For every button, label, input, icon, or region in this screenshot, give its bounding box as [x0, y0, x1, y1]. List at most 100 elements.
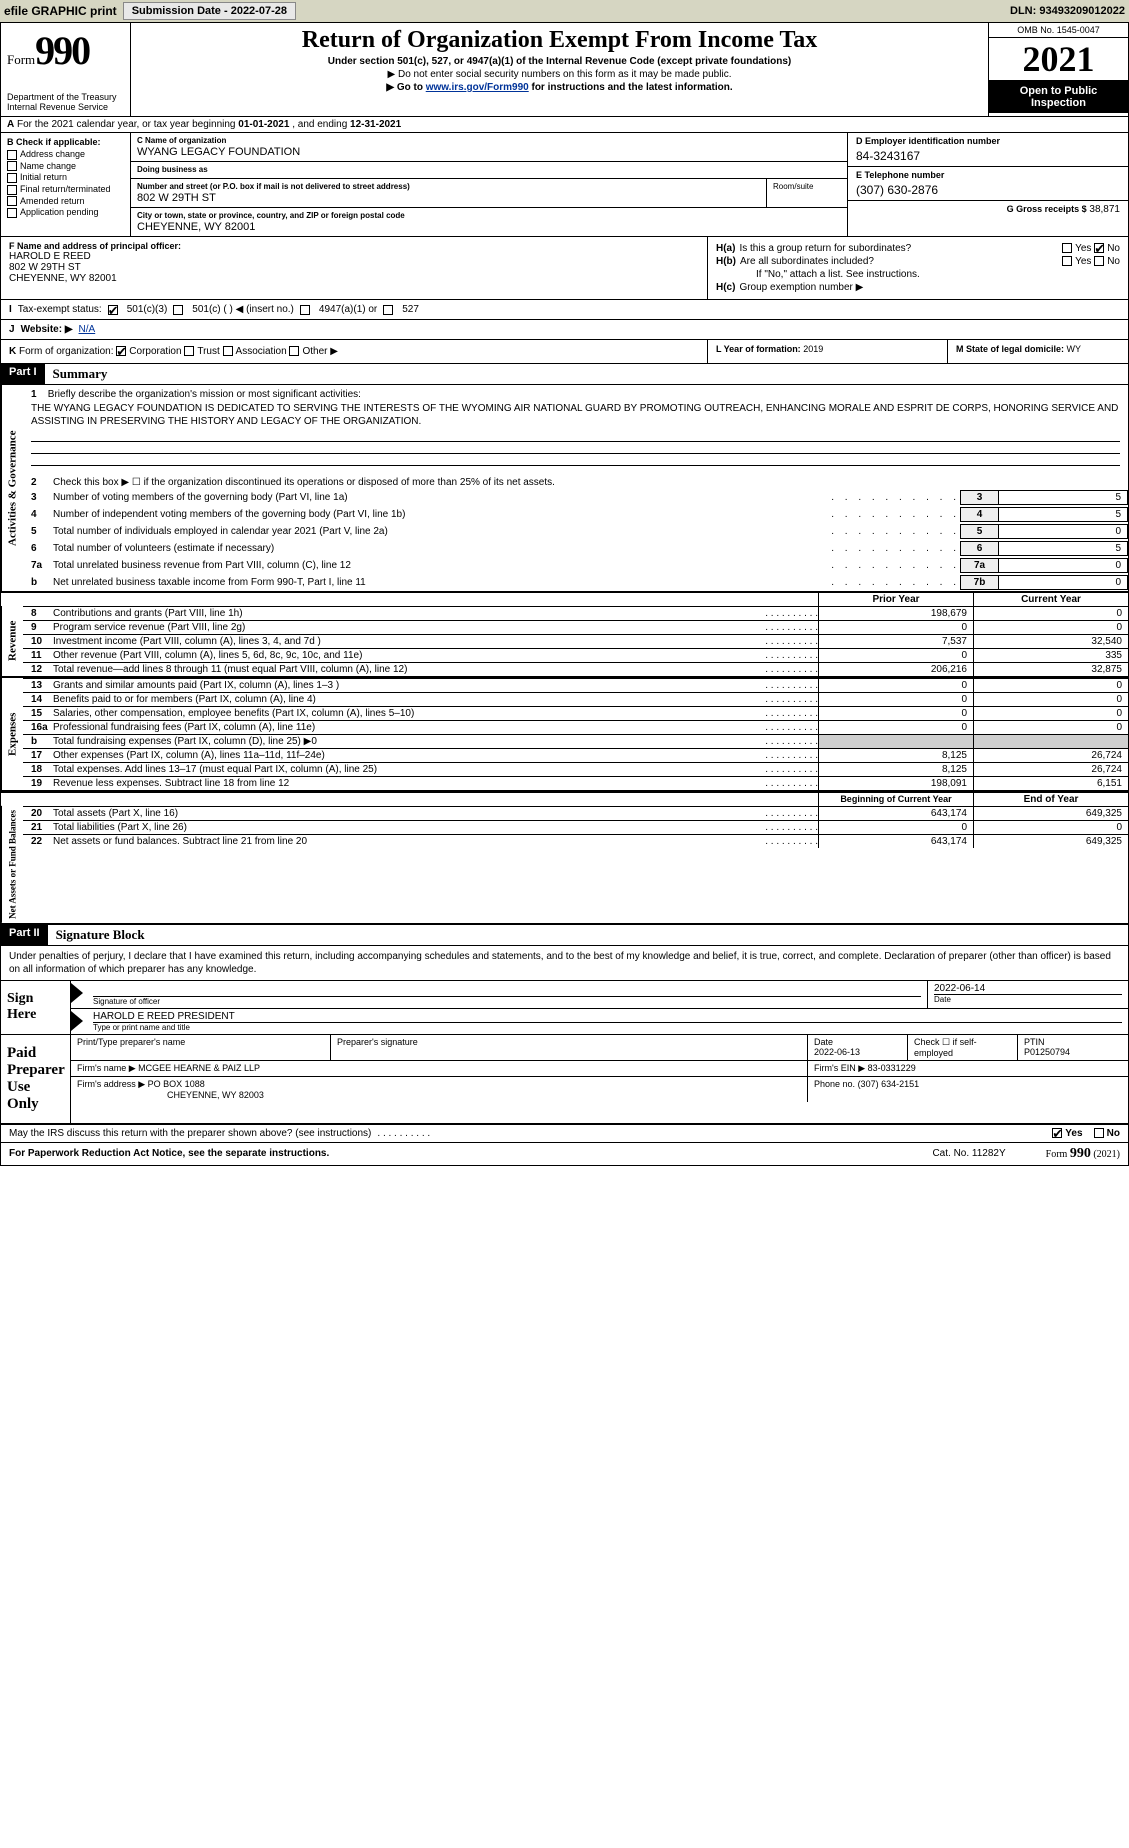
header-center: Return of Organization Exempt From Incom… [131, 23, 988, 116]
phone-lbl: Phone no. [814, 1079, 855, 1089]
website-link[interactable]: N/A [79, 324, 96, 335]
dots: . . . . . . . . . . [765, 822, 818, 833]
checkbox-icon[interactable] [223, 346, 233, 356]
irs-link[interactable]: www.irs.gov/Form990 [426, 82, 529, 93]
checkbox-icon[interactable] [173, 305, 183, 315]
checkbox-icon[interactable] [383, 305, 393, 315]
line-num: 17 [31, 750, 53, 761]
sign-here-label: Sign Here [1, 981, 71, 1034]
ein-value: 84-3243167 [856, 149, 1120, 163]
c-top: C Name of organization WYANG LEGACY FOUN… [131, 133, 1128, 236]
dots: . . . . . . . . . . [765, 778, 818, 789]
col-l: L Year of formation: 2019 [708, 340, 948, 363]
phone-label: E Telephone number [856, 170, 1120, 180]
submission-date-button[interactable]: Submission Date - 2022-07-28 [123, 2, 296, 20]
checkbox-icon[interactable] [7, 196, 17, 206]
checkbox-icon[interactable] [7, 150, 17, 160]
hb-yn: Yes No [1062, 256, 1120, 267]
prior-value: 0 [818, 820, 973, 834]
checkbox-icon[interactable] [184, 346, 194, 356]
dots: . . . . . . . . . . [765, 836, 818, 847]
checkbox-checked-icon[interactable] [108, 305, 118, 315]
curr-value: 649,325 [973, 806, 1128, 820]
col-m: M State of legal domicile: WY [948, 340, 1128, 363]
prior-value [818, 734, 973, 748]
curr-value: 26,724 [973, 762, 1128, 776]
row-a-begin: 01-01-2021 [238, 119, 289, 130]
j-title: Website: ▶ [21, 324, 73, 335]
prior-value: 8,125 [818, 748, 973, 762]
checkbox-checked-icon[interactable] [1094, 243, 1104, 253]
line-num: 5 [31, 526, 53, 537]
line-lead: 17Other expenses (Part IX, column (A), l… [23, 748, 818, 762]
sig-line[interactable] [93, 983, 921, 997]
dots: . . . . . . . . . . [765, 750, 818, 761]
two-col-line: 14Benefits paid to or for members (Part … [23, 692, 1128, 706]
rule-line [31, 454, 1120, 466]
checkbox-checked-icon[interactable] [116, 346, 126, 356]
form-container: Form990 Department of the Treasury Inter… [0, 22, 1129, 1166]
two-col-line: 11Other revenue (Part VIII, column (A), … [23, 648, 1128, 662]
col-f: F Name and address of principal officer:… [1, 237, 708, 299]
checkbox-icon[interactable] [1062, 243, 1072, 253]
checkbox-icon[interactable] [7, 173, 17, 183]
part-i-badge: Part I [1, 364, 45, 384]
d-block: D Employer identification number 84-3243… [848, 133, 1128, 167]
open-public: Open to Public Inspection [989, 81, 1128, 113]
cat-no: Cat. No. 11282Y [932, 1148, 1005, 1159]
line-num: 14 [31, 694, 53, 705]
line-num: 20 [31, 808, 53, 819]
tax-year: 2021 [989, 38, 1128, 81]
dots: . . . . . . . . . . [831, 577, 960, 588]
dln-label: DLN: 93493209012022 [1010, 5, 1125, 17]
curr-value: 0 [973, 720, 1128, 734]
row-k: K Form of organization: Corporation Trus… [1, 340, 708, 363]
two-col-line: 12Total revenue—add lines 8 through 11 (… [23, 662, 1128, 676]
k-label: K [9, 346, 16, 357]
row-j: J Website: ▶ N/A [1, 320, 1128, 340]
checkbox-icon[interactable] [7, 208, 17, 218]
prep-sig-lbl: Preparer's signature [331, 1035, 808, 1060]
checkbox-icon[interactable] [1094, 256, 1104, 266]
spacer [23, 466, 1128, 476]
city-value: CHEYENNE, WY 82001 [137, 221, 841, 233]
firm-addr: Firm's address ▶ PO BOX 1088 CHEYENNE, W… [71, 1077, 808, 1102]
hb-note: If "No," attach a list. See instructions… [716, 269, 1120, 280]
part-ii-header: Part II Signature Block [1, 925, 1128, 946]
header-right: OMB No. 1545-0047 2021 Open to Public In… [988, 23, 1128, 116]
paperwork-notice: For Paperwork Reduction Act Notice, see … [9, 1148, 329, 1159]
two-col-line: 16aProfessional fundraising fees (Part I… [23, 720, 1128, 734]
checkbox-icon[interactable] [289, 346, 299, 356]
firm-name-lbl: Firm's name ▶ [77, 1063, 136, 1073]
i-title: Tax-exempt status: [18, 304, 102, 315]
line-num: 19 [31, 778, 53, 789]
dots: . . . . . . . . . . [765, 622, 818, 633]
link-pre: ▶ Go to [386, 82, 425, 93]
link-post: for instructions and the latest informat… [529, 82, 733, 93]
dots: . . . . . . . . . . [831, 492, 960, 503]
line-lead: 11Other revenue (Part VIII, column (A), … [23, 648, 818, 662]
data-line: 3Number of voting members of the governi… [23, 489, 1128, 506]
data-line: 7aTotal unrelated business revenue from … [23, 557, 1128, 574]
checkbox-icon[interactable] [300, 305, 310, 315]
sig-name-label: Type or print name and title [93, 1023, 1122, 1032]
firm-phone: Phone no. (307) 634-2151 [808, 1077, 1128, 1102]
checkbox-icon[interactable] [7, 161, 17, 171]
sign-here-block: Sign Here Signature of officer 2022-06-1… [1, 981, 1128, 1035]
checkbox-icon[interactable] [7, 185, 17, 195]
checkbox-checked-icon[interactable] [1052, 1128, 1062, 1138]
checkbox-icon[interactable] [1062, 256, 1072, 266]
form-num: 990 [35, 28, 89, 73]
prior-value: 0 [818, 648, 973, 662]
part-ii-badge: Part II [1, 925, 48, 945]
header-link-line: ▶ Go to www.irs.gov/Form990 for instruct… [139, 82, 980, 93]
curr-value [973, 734, 1128, 748]
phone-value: (307) 630-2876 [856, 183, 1120, 197]
checkbox-icon[interactable] [1094, 1128, 1104, 1138]
prior-hdr: Prior Year [818, 593, 973, 606]
side-revenue: Revenue [1, 606, 23, 676]
chk-addr: Address change [7, 149, 124, 160]
hc-label: H(c) [716, 282, 735, 293]
ha-line: H(a) Is this a group return for subordin… [716, 243, 1120, 254]
line-text: Benefits paid to or for members (Part IX… [53, 694, 765, 705]
